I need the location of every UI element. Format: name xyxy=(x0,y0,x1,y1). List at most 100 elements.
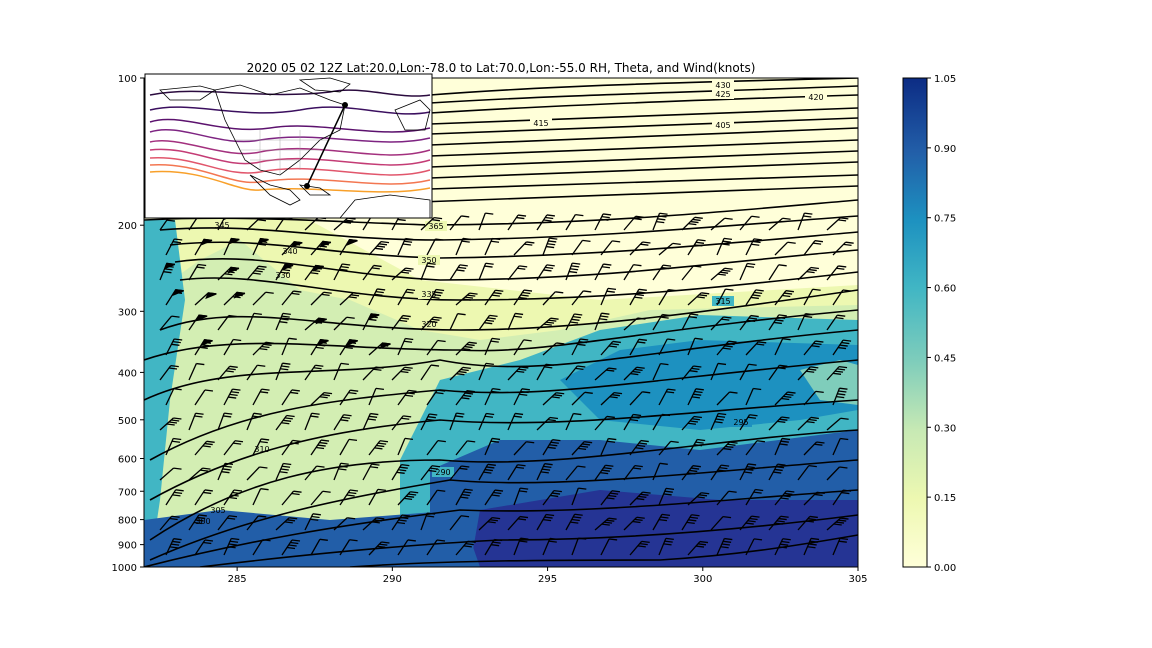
x-tick-label: 290 xyxy=(383,574,402,585)
wind-barb xyxy=(304,317,327,331)
wind-barb xyxy=(797,464,817,481)
chart-title: 2020 05 02 12Z Lat:20.0,Lon:-78.0 to Lat… xyxy=(247,61,756,75)
wind-barb xyxy=(426,288,445,306)
wind-barb xyxy=(165,238,183,256)
wind-barb xyxy=(478,262,494,281)
wind-barb xyxy=(565,465,586,481)
wind-barb xyxy=(310,391,333,406)
wind-barb xyxy=(716,441,738,456)
wind-barb xyxy=(739,262,756,281)
wind-barb xyxy=(333,517,356,531)
wind-barb xyxy=(513,339,532,356)
wind-barb xyxy=(803,240,824,256)
wind-barb xyxy=(310,240,332,256)
contour-label: 350 xyxy=(421,256,436,265)
wind-barb xyxy=(542,291,564,306)
wind-barb xyxy=(333,362,349,381)
wind-barb xyxy=(710,316,732,331)
wind-barb xyxy=(507,366,529,381)
wind-barb xyxy=(652,462,668,481)
wind-barb xyxy=(600,437,617,456)
wind-barb xyxy=(252,341,274,356)
wind-barb xyxy=(600,391,623,406)
wind-barb xyxy=(629,491,651,506)
wind-barb xyxy=(571,391,593,406)
wind-barb xyxy=(739,515,760,531)
wind-barb xyxy=(188,263,207,281)
wind-barb xyxy=(681,415,702,431)
wind-barb xyxy=(159,417,182,431)
wind-barb xyxy=(652,513,671,531)
wind-barb xyxy=(507,412,524,431)
wind-barb xyxy=(188,314,208,331)
wind-barb xyxy=(542,537,559,556)
wind-barb xyxy=(768,364,788,381)
cross-section-start xyxy=(304,183,310,189)
wind-barb xyxy=(768,515,789,531)
wind-barb xyxy=(681,313,699,331)
wind-barb xyxy=(803,441,825,456)
y-tick-label: 600 xyxy=(118,455,137,466)
wind-barb xyxy=(217,266,240,281)
wind-barb xyxy=(223,237,240,256)
wind-barb xyxy=(565,213,584,231)
wind-barb xyxy=(600,490,621,506)
wind-barb xyxy=(246,515,267,531)
wind-barb xyxy=(165,338,183,356)
wind-barb xyxy=(397,491,419,506)
colorbar-tick-label: 0.30 xyxy=(934,423,956,434)
wind-barbs xyxy=(159,212,854,556)
wind-barb xyxy=(710,267,733,281)
wind-barb xyxy=(536,463,553,481)
wind-barb xyxy=(803,288,821,306)
wind-barb xyxy=(768,217,791,231)
wind-barb xyxy=(397,237,414,256)
wind-barb xyxy=(304,513,321,531)
x-tick-label: 285 xyxy=(228,574,247,585)
wind-barb xyxy=(594,312,610,331)
wind-barb xyxy=(281,241,303,256)
wind-barb xyxy=(426,339,446,356)
wind-barb xyxy=(478,314,498,331)
wind-barb xyxy=(397,288,416,306)
wind-barb xyxy=(710,217,733,231)
wind-barb xyxy=(420,316,442,331)
wind-barb xyxy=(165,289,184,306)
x-tick-label: 300 xyxy=(693,574,712,585)
wind-barb xyxy=(194,292,217,306)
wind-barb xyxy=(629,338,647,356)
wind-barb xyxy=(420,216,443,231)
contour-label: 345 xyxy=(214,221,229,230)
wind-barb xyxy=(716,490,737,506)
wind-barb xyxy=(797,212,813,231)
wind-barb xyxy=(281,539,301,556)
wind-barb xyxy=(658,242,681,256)
wind-barb xyxy=(478,463,496,481)
wind-barb xyxy=(687,492,710,506)
wind-barb xyxy=(281,290,302,306)
wind-barb xyxy=(797,515,818,531)
wind-barb xyxy=(658,537,674,556)
wind-barb xyxy=(339,489,359,506)
x-axis: 285 290 295 300 305 xyxy=(228,567,868,585)
wind-barb xyxy=(304,465,325,481)
rh-field-dry-patch xyxy=(800,360,858,405)
wind-barb xyxy=(246,412,262,431)
wind-barb xyxy=(484,289,504,306)
contour-label: 425 xyxy=(715,90,730,99)
colorbar-ticks: 0.00 0.15 0.30 0.45 0.60 0.75 0.90 1.05 xyxy=(927,74,956,574)
wind-barb xyxy=(310,338,329,356)
y-tick-label: 900 xyxy=(118,541,137,552)
wind-barb xyxy=(774,538,791,556)
cross-section-end xyxy=(342,102,348,108)
wind-barb xyxy=(275,263,294,281)
wind-barb xyxy=(716,537,733,556)
wind-barb xyxy=(716,391,738,406)
inset-state-borders xyxy=(235,130,330,175)
wind-barb xyxy=(623,464,643,481)
wind-barb xyxy=(687,292,710,306)
wind-barb xyxy=(513,441,535,456)
wind-barb xyxy=(745,387,762,406)
wind-barb xyxy=(310,291,332,306)
wind-barb xyxy=(223,537,240,556)
